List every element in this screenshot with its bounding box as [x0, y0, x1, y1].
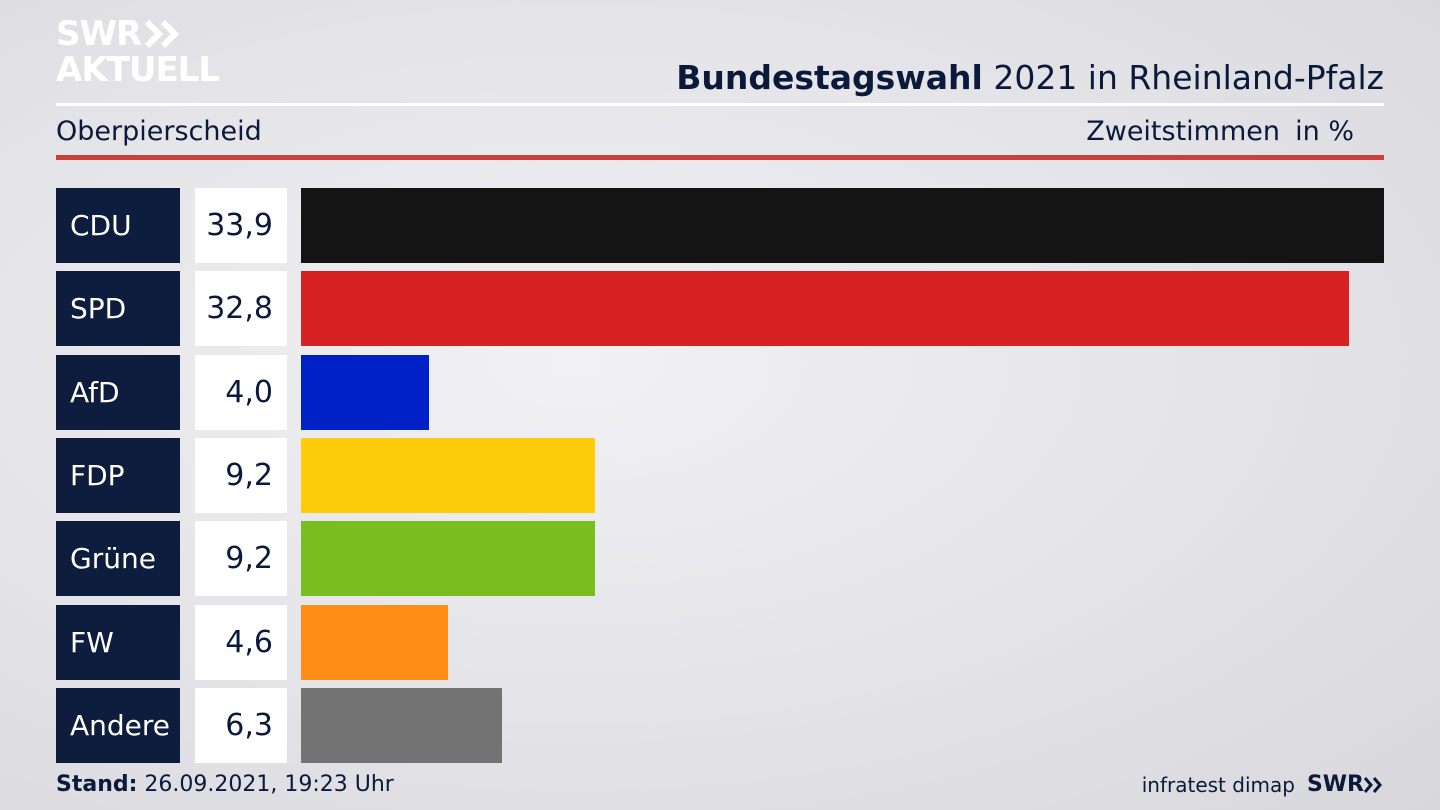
bar-row-gr-ne: Grüne 9,2	[56, 521, 1384, 596]
bar	[301, 271, 1349, 346]
value-label: 33,9	[195, 188, 287, 263]
party-label: Grüne	[56, 521, 180, 596]
bar	[301, 355, 429, 430]
vote-type-label: Zweitstimmen	[1086, 116, 1280, 147]
value-label: 9,2	[195, 521, 287, 596]
double-chevron-icon	[1364, 777, 1382, 793]
chart-title-strong: Bundestagswahl	[676, 58, 983, 97]
value-label: 6,3	[195, 688, 287, 763]
chart-title-rest: 2021 in Rheinland-Pfalz	[982, 58, 1384, 97]
bar-row-fdp: FDP 9,2	[56, 438, 1384, 513]
value-label: 9,2	[195, 438, 287, 513]
region-name: Oberpierscheid	[56, 116, 262, 147]
party-label: AfD	[56, 355, 180, 430]
value-label: 32,8	[195, 271, 287, 346]
swr-aktuell-logo: SWR AKTUELL	[56, 14, 220, 90]
unit-label: in %	[1295, 116, 1354, 147]
source-label: infratest dimap	[1141, 773, 1295, 797]
timestamp: Stand: 26.09.2021, 19:23 Uhr	[56, 770, 394, 800]
bar	[301, 188, 1384, 263]
header-divider	[56, 103, 1384, 106]
bar	[301, 688, 502, 763]
timestamp-label: Stand:	[56, 772, 138, 797]
double-chevron-icon	[145, 20, 180, 48]
party-label: FDP	[56, 438, 180, 513]
swr-footer-logo-text: SWR	[1306, 772, 1364, 797]
party-label: Andere	[56, 688, 180, 763]
bar	[301, 521, 595, 596]
bar-row-afd: AfD 4,0	[56, 355, 1384, 430]
party-label: CDU	[56, 188, 180, 263]
bar	[301, 438, 595, 513]
subheader-divider	[56, 155, 1384, 160]
bar-row-andere: Andere 6,3	[56, 688, 1384, 763]
bar-row-cdu: CDU 33,9	[56, 188, 1384, 263]
bar-row-spd: SPD 32,8	[56, 271, 1384, 346]
value-label: 4,0	[195, 355, 287, 430]
bar-row-fw: FW 4,6	[56, 605, 1384, 680]
timestamp-value: 26.09.2021, 19:23 Uhr	[137, 772, 394, 797]
bar	[301, 605, 448, 680]
party-label: SPD	[56, 271, 180, 346]
swr-footer-logo: SWR	[1307, 770, 1384, 800]
chart-title: Bundestagswahl 2021 in Rheinland-Pfalz	[676, 56, 1384, 100]
logo-swr-text: SWR	[56, 14, 142, 54]
source: infratest dimap SWR	[1142, 770, 1384, 800]
logo-aktuell-text: AKTUELL	[56, 50, 220, 90]
party-label: FW	[56, 605, 180, 680]
value-label: 4,6	[195, 605, 287, 680]
